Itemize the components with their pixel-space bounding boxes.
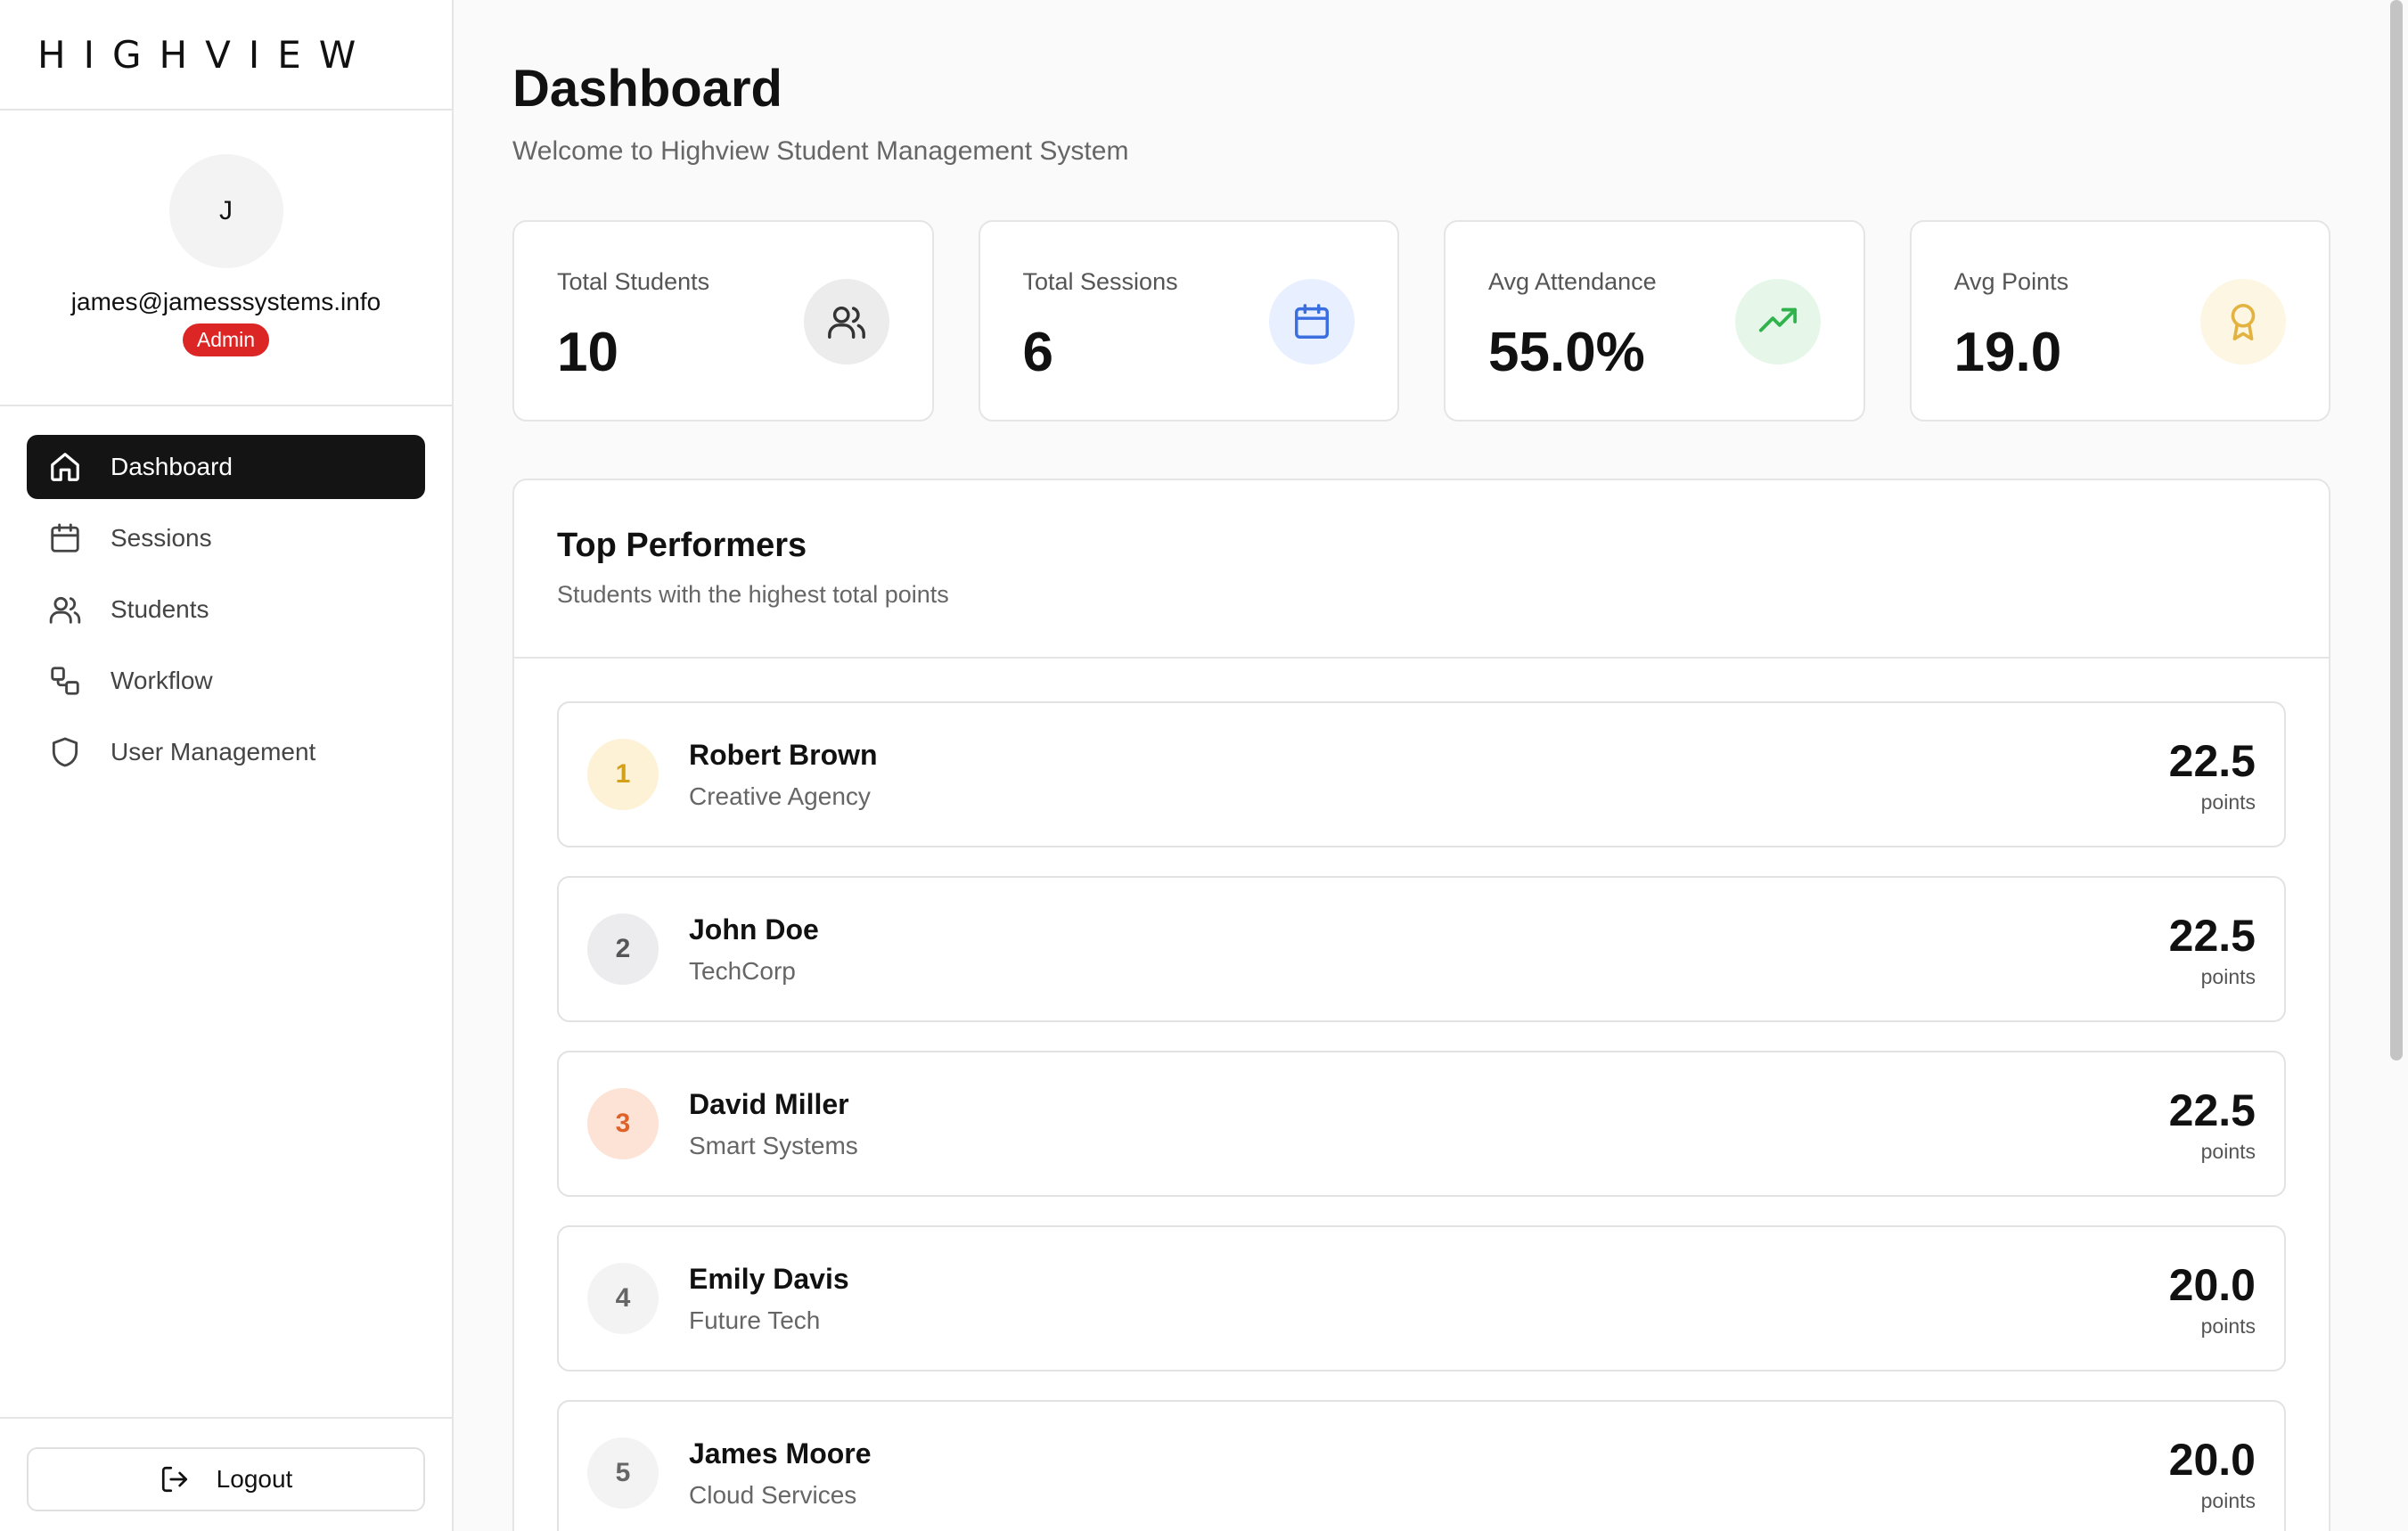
performer-name: Emily Davis [689, 1262, 849, 1295]
stat-card-total-students: Total Students 10 [512, 220, 934, 422]
performer-name: David Miller [689, 1087, 849, 1120]
stat-value: 10 [557, 322, 618, 383]
workflow-icon [48, 664, 82, 698]
stat-label: Total Students [557, 268, 710, 295]
stat-label: Avg Points [1953, 268, 2069, 295]
calendar-icon [48, 521, 82, 555]
list-item[interactable]: 1 Robert Brown Creative Agency 22.5 poin… [557, 701, 2286, 847]
rank-badge: 5 [587, 1437, 659, 1509]
avatar-initial: J [219, 196, 233, 225]
sidebar-item-workflow[interactable]: Workflow [27, 649, 425, 713]
sidebar-item-user-management[interactable]: User Management [27, 720, 425, 784]
main-content: Dashboard Welcome to Highview Student Ma… [512, 0, 2330, 1531]
stat-card-total-sessions: Total Sessions 6 [978, 220, 1399, 422]
stat-card-avg-points: Avg Points 19.0 [1909, 220, 2330, 422]
sidebar-item-sessions[interactable]: Sessions [27, 506, 425, 570]
sidebar-footer: Logout [0, 1417, 452, 1531]
top-performers-panel: Top Performers Students with the highest… [512, 479, 2330, 1531]
points-value: 20.0 [2168, 1435, 2256, 1485]
stat-label: Avg Attendance [1488, 268, 1657, 295]
stats-row: Total Students 10 Total Sessions 6 Avg A… [512, 220, 2330, 422]
rank-badge: 2 [587, 913, 659, 985]
page-title: Dashboard [512, 60, 782, 118]
home-icon [48, 450, 82, 484]
performer-company: Future Tech [689, 1306, 821, 1334]
user-email: james@jamesssystems.info [70, 288, 381, 315]
users-icon [803, 279, 889, 364]
performer-company: Smart Systems [689, 1131, 858, 1159]
sidebar: HIGHVIEW J james@jamesssystems.info Admi… [0, 0, 454, 1531]
performer-points: 20.0 points [2169, 1259, 2256, 1339]
performer-name: Robert Brown [689, 738, 878, 771]
calendar-icon [1269, 279, 1355, 364]
sidebar-item-label: Workflow [111, 667, 213, 694]
list-item[interactable]: 4 Emily Davis Future Tech 20.0 points [557, 1225, 2286, 1371]
points-unit: points [2200, 1140, 2256, 1163]
stat-value: 19.0 [1953, 322, 2062, 383]
sidebar-item-label: Students [111, 595, 209, 623]
points-unit: points [2200, 1489, 2256, 1512]
sidebar-item-label: User Management [111, 738, 316, 766]
performer-points: 22.5 points [2169, 1085, 2256, 1164]
sidebar-item-label: Dashboard [111, 453, 233, 480]
performers-list: 1 Robert Brown Creative Agency 22.5 poin… [514, 659, 2329, 1531]
points-value: 22.5 [2168, 736, 2256, 786]
stat-value: 6 [1022, 322, 1053, 383]
page-subtitle: Welcome to Highview Student Management S… [512, 136, 1129, 166]
panel-title: Top Performers [557, 527, 807, 564]
rank-badge: 3 [587, 1088, 659, 1159]
sidebar-item-dashboard[interactable]: Dashboard [27, 435, 425, 499]
logo[interactable]: HIGHVIEW [0, 0, 452, 111]
rank-badge: 1 [587, 739, 659, 810]
logout-button[interactable]: Logout [27, 1447, 425, 1511]
rank-badge: 4 [587, 1263, 659, 1334]
stat-value: 55.0% [1488, 322, 1645, 383]
page-scrollbar[interactable] [2390, 0, 2403, 1060]
logout-icon [160, 1464, 190, 1494]
list-item[interactable]: 2 John Doe TechCorp 22.5 points [557, 876, 2286, 1022]
performer-info: John Doe TechCorp [689, 913, 819, 986]
points-value: 22.5 [2168, 911, 2256, 961]
sidebar-item-label: Sessions [111, 524, 212, 552]
performer-info: Robert Brown Creative Agency [689, 739, 878, 811]
performer-name: James Moore [689, 1437, 872, 1470]
performer-points: 22.5 points [2169, 735, 2256, 815]
points-unit: points [2200, 790, 2256, 814]
panel-subtitle: Students with the highest total points [557, 581, 949, 608]
list-item[interactable]: 5 James Moore Cloud Services 20.0 points [557, 1400, 2286, 1531]
award-icon [2200, 279, 2286, 364]
sidebar-item-students[interactable]: Students [27, 577, 425, 642]
performer-info: James Moore Cloud Services [689, 1437, 872, 1510]
performer-company: Cloud Services [689, 1480, 857, 1509]
avatar[interactable]: J [168, 154, 283, 268]
performer-company: Creative Agency [689, 782, 871, 810]
role-badge: Admin [182, 323, 270, 356]
performer-company: TechCorp [689, 956, 796, 985]
points-value: 20.0 [2168, 1260, 2256, 1310]
points-value: 22.5 [2168, 1085, 2256, 1135]
stat-card-avg-attendance: Avg Attendance 55.0% [1444, 220, 1865, 422]
panel-header: Top Performers Students with the highest… [514, 480, 2329, 659]
logo-text: HIGHVIEW [37, 32, 374, 77]
points-unit: points [2200, 965, 2256, 988]
performer-points: 20.0 points [2169, 1434, 2256, 1513]
performer-info: David Miller Smart Systems [689, 1088, 858, 1160]
trending-up-icon [1734, 279, 1821, 364]
logout-label: Logout [216, 1465, 293, 1493]
performer-info: Emily Davis Future Tech [689, 1263, 849, 1335]
shield-icon [48, 735, 82, 769]
sidebar-nav: Dashboard Sessions Students Workflow Use… [0, 406, 452, 784]
stat-label: Total Sessions [1022, 268, 1178, 295]
performer-name: John Doe [689, 913, 819, 946]
points-unit: points [2200, 1314, 2256, 1338]
users-icon [48, 593, 82, 626]
list-item[interactable]: 3 David Miller Smart Systems 22.5 points [557, 1051, 2286, 1197]
performer-points: 22.5 points [2169, 910, 2256, 989]
user-profile: J james@jamesssystems.info Admin [0, 111, 452, 406]
